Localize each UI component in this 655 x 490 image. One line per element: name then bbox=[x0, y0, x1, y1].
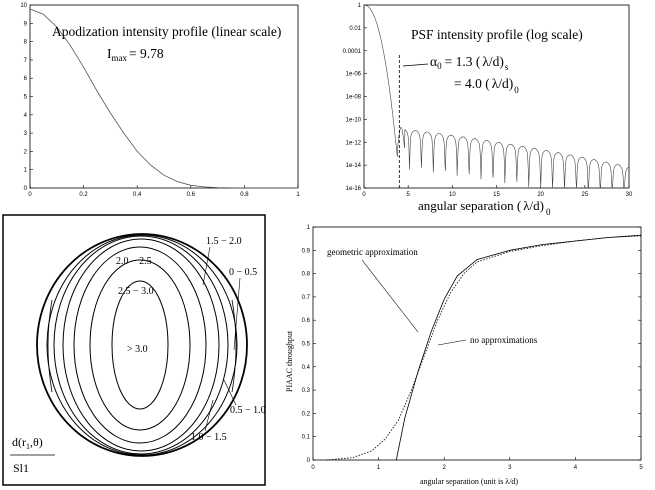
psf-ytick-label: 0.01 bbox=[349, 26, 361, 32]
psf-ytick-label: 1e-08 bbox=[346, 95, 362, 101]
psf-xtick-label: 30 bbox=[626, 192, 633, 198]
geometric-approximation-curve bbox=[395, 234, 642, 461]
psf-xtick-label: 0 bbox=[362, 192, 366, 198]
thr-ytick-label: 1 bbox=[307, 225, 311, 231]
contour-label-2-5: 2.5 − 3.0 bbox=[118, 286, 154, 297]
psf-annotation-line1: α0 = 1.3 (λ/d)s bbox=[430, 54, 509, 72]
apod-ytick-label: 1 bbox=[24, 168, 28, 174]
legend-geometric: geometric approximation bbox=[327, 247, 418, 257]
apod-xtick-label: 0 bbox=[28, 192, 32, 198]
contour-line-0-5 bbox=[46, 234, 238, 456]
contour-label-1-5: 1.5 − 2.0 bbox=[206, 236, 242, 247]
contour-panel: > 3.0 2.5 − 3.0 2.0 − 2.5 1.5 − 2.0 0 − … bbox=[2, 214, 266, 486]
psf-annotation-arrow bbox=[402, 63, 429, 67]
psf-xtick-label: 15 bbox=[493, 192, 500, 198]
contour-edge-strip bbox=[231, 299, 237, 393]
thr-ytick-label: 0.5 bbox=[302, 342, 311, 348]
throughput-ylabel: PIAAC throughput bbox=[285, 330, 294, 392]
contour-line-1-5 bbox=[62, 238, 220, 452]
thr-xtick-label: 5 bbox=[639, 465, 643, 471]
psf-ytick-label: 1e-06 bbox=[346, 72, 362, 78]
apod-ytick-label: 2 bbox=[24, 149, 28, 155]
apodization-curve bbox=[29, 8, 298, 189]
contour-label-2-0: 2.0 − 2.5 bbox=[116, 256, 152, 267]
throughput-xlabel: angular separation (unit is λ/d) bbox=[420, 477, 518, 486]
psf-xtick-label: 5 bbox=[406, 192, 410, 198]
psf-curve bbox=[364, 4, 630, 189]
contour-outer-circle bbox=[36, 233, 248, 457]
psf-xtick-label: 20 bbox=[537, 192, 544, 198]
psf-ytick-label: 0.0001 bbox=[343, 49, 362, 55]
thr-xtick-label: 3 bbox=[508, 465, 512, 471]
apodization-panel: 0 0.2 0.4 0.6 0.8 1 0 1 2 3 4 5 6 7 8 9 10 Apodization … bbox=[20, 3, 300, 198]
thr-ytick-label: 0.7 bbox=[302, 295, 311, 301]
apod-ytick-label: 9 bbox=[24, 21, 28, 27]
leader-0-0-5 bbox=[233, 277, 241, 351]
psf-ytick-label: 1e-10 bbox=[346, 117, 362, 123]
psf-annotation-line2: = 4.0 (λ/d)0 bbox=[454, 76, 519, 95]
contour-line-1-0 bbox=[53, 235, 229, 455]
apod-ytick-label: 6 bbox=[24, 76, 28, 82]
apod-xtick-label: 1 bbox=[296, 192, 300, 198]
psf-xtick-label: 10 bbox=[449, 192, 456, 198]
contour-edge-strip-left bbox=[47, 299, 53, 393]
apod-ytick-label: 7 bbox=[24, 58, 28, 64]
thr-ytick-label: 0 bbox=[307, 458, 311, 464]
apod-xtick-label: 0.8 bbox=[240, 192, 249, 198]
no-approximations-curve bbox=[326, 235, 642, 461]
contour-label-0-0-5: 0 − 0.5 bbox=[229, 267, 257, 278]
legend-no-approx: no approximations bbox=[470, 335, 538, 345]
leader-0-5-1 bbox=[223, 379, 237, 406]
thr-ytick-label: 0.6 bbox=[302, 318, 311, 324]
contour-label-0-5-1: 0.5 − 1.0 bbox=[230, 405, 266, 416]
psf-panel: 0 5 10 15 20 25 30 1 0.01 0.0001 1e-06 1e-08 1e-10 1… bbox=[343, 3, 633, 217]
leader-1-5 bbox=[202, 246, 211, 286]
apod-ytick-label: 3 bbox=[24, 131, 28, 137]
contour-line-2-5 bbox=[89, 259, 191, 431]
contour-label-gt-3: > 3.0 bbox=[127, 344, 148, 355]
apod-ytick-label: 10 bbox=[20, 3, 27, 9]
apod-xtick-label: 0.4 bbox=[133, 192, 142, 198]
contour-line-gt-3 bbox=[111, 280, 169, 410]
leader-1-1-5 bbox=[204, 399, 214, 432]
apod-xtick-label: 0.6 bbox=[187, 192, 196, 198]
psf-ytick-label: 1e-14 bbox=[346, 163, 362, 169]
apod-ytick-label: 0 bbox=[24, 186, 28, 192]
imax-label: Imax = 9.78 bbox=[107, 46, 164, 63]
contour-frame bbox=[2, 214, 266, 486]
apod-ytick-label: 4 bbox=[24, 113, 28, 119]
thr-xtick-label: 2 bbox=[443, 465, 447, 471]
apod-xtick-label: 0.2 bbox=[79, 192, 88, 198]
thr-xtick-label: 4 bbox=[574, 465, 578, 471]
psf-xtick-label: 25 bbox=[581, 192, 588, 198]
contour-ylabel-numerator: d(r1,θ) bbox=[12, 435, 43, 451]
legend-geometric-pointer bbox=[361, 259, 419, 333]
thr-ytick-label: 0.8 bbox=[302, 272, 311, 278]
contour-label-1-1-5: 1.0 − 1.5 bbox=[191, 432, 227, 443]
thr-ytick-label: 0.9 bbox=[302, 248, 311, 254]
contour-ylabel-denominator: Sl1 bbox=[13, 461, 29, 475]
apod-ytick-label: 5 bbox=[24, 95, 28, 101]
thr-ytick-label: 0.3 bbox=[302, 388, 311, 394]
apod-ytick-label: 8 bbox=[24, 40, 28, 46]
thr-xtick-label: 0 bbox=[311, 465, 315, 471]
psf-xlabel: angular separation (λ/d) 0 bbox=[418, 198, 551, 217]
contour-line-2-0 bbox=[73, 246, 207, 444]
throughput-panel: 0 1 2 3 4 5 0 0.1 0.2 0.3 0.4 0.5 0.6 0.7 0.8 0.9 1 geo… bbox=[285, 225, 643, 486]
thr-ytick-label: 0.1 bbox=[302, 435, 311, 441]
psf-ytick-label: 1 bbox=[358, 3, 362, 9]
psf-ytick-label: 1e-16 bbox=[346, 186, 362, 192]
thr-ytick-label: 0.4 bbox=[302, 365, 311, 371]
psf-title: PSF intensity profile (log scale) bbox=[411, 27, 583, 42]
legend-no-approx-pointer bbox=[437, 339, 467, 346]
thr-xtick-label: 1 bbox=[377, 465, 381, 471]
psf-ytick-label: 1e-12 bbox=[346, 140, 362, 146]
apodization-title: Apodization intensity profile (linear sc… bbox=[52, 24, 281, 39]
thr-ytick-label: 0.2 bbox=[302, 411, 311, 417]
